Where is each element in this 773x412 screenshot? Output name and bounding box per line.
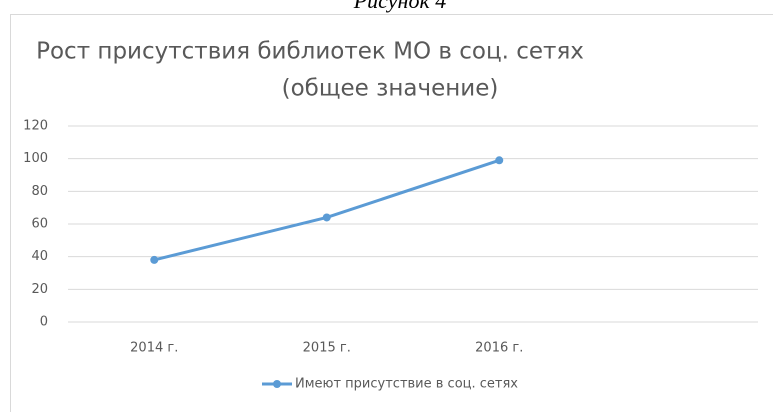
legend-label: Имеют присутствие в соц. сетях: [295, 377, 518, 392]
x-tick-label: 2014 г.: [130, 341, 178, 356]
x-tick-label: 2015 г.: [303, 341, 351, 356]
line-marker: [322, 213, 331, 222]
line-marker: [150, 255, 159, 264]
y-tick-label: 20: [31, 282, 48, 297]
y-tick-label: 120: [23, 119, 48, 134]
chart-title: Рост присутствия библиотек МО в соц. сет…: [36, 39, 584, 65]
y-tick-label: 0: [40, 315, 48, 330]
y-tick-label: 80: [31, 184, 48, 199]
y-tick-label: 40: [31, 249, 48, 264]
y-tick-label: 100: [23, 151, 48, 166]
y-tick-label: 60: [31, 217, 48, 232]
line-marker: [495, 156, 504, 165]
figure-caption: Рисунок 4: [353, 0, 447, 13]
chart-frame: [10, 14, 773, 412]
legend-marker: [273, 380, 281, 388]
x-tick-label: 2016 г.: [475, 341, 523, 356]
chart-title: (общее значение): [282, 76, 499, 102]
